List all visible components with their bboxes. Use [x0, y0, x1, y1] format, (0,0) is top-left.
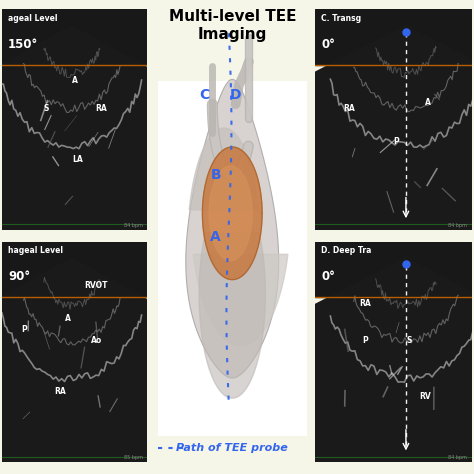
Text: P: P: [394, 137, 400, 146]
Polygon shape: [0, 257, 221, 474]
Text: 0°: 0°: [321, 270, 335, 283]
Polygon shape: [244, 257, 474, 474]
Text: RA: RA: [359, 299, 371, 308]
Text: C. Transg: C. Transg: [321, 14, 362, 23]
Text: Multi-level TEE
Imaging: Multi-level TEE Imaging: [169, 9, 296, 42]
Text: S: S: [43, 104, 48, 113]
Text: A: A: [425, 98, 431, 107]
Text: LA: LA: [72, 155, 83, 164]
Polygon shape: [202, 147, 262, 280]
Polygon shape: [193, 255, 288, 346]
Bar: [315, 242, 472, 297]
Polygon shape: [209, 166, 252, 261]
Bar: [2, 242, 147, 297]
Polygon shape: [199, 233, 265, 398]
Text: P: P: [363, 337, 368, 346]
Text: RA: RA: [55, 387, 66, 396]
Text: RA: RA: [344, 104, 356, 113]
Text: S: S: [406, 337, 412, 346]
Polygon shape: [0, 25, 221, 267]
Bar: [315, 9, 472, 64]
Text: hageal Level: hageal Level: [8, 246, 63, 255]
Text: C: C: [199, 88, 209, 102]
Text: P: P: [21, 326, 27, 334]
Text: B: B: [210, 168, 221, 182]
Polygon shape: [189, 128, 259, 210]
Text: 84 bpm: 84 bpm: [448, 455, 467, 460]
Text: 0°: 0°: [321, 38, 335, 51]
Polygon shape: [186, 79, 279, 378]
Text: Ao: Ao: [91, 337, 102, 346]
Bar: [157, 81, 307, 436]
Bar: [2, 9, 147, 64]
Text: RV: RV: [419, 392, 430, 401]
Text: A: A: [64, 314, 70, 323]
Text: ageal Level: ageal Level: [8, 14, 58, 23]
Text: 84 bpm: 84 bpm: [448, 223, 467, 228]
Text: D. Deep Tra: D. Deep Tra: [321, 246, 372, 255]
Text: RA: RA: [95, 104, 107, 113]
Text: 150°: 150°: [8, 38, 38, 51]
Text: 90°: 90°: [8, 270, 30, 283]
Text: RVOT: RVOT: [84, 282, 108, 290]
Text: D: D: [230, 88, 241, 102]
Text: A: A: [210, 230, 221, 244]
Text: Path of TEE probe: Path of TEE probe: [176, 443, 288, 453]
Text: A: A: [72, 75, 78, 84]
Text: 84 bpm: 84 bpm: [124, 223, 143, 228]
Polygon shape: [244, 25, 474, 267]
Text: 85 bpm: 85 bpm: [124, 455, 143, 460]
